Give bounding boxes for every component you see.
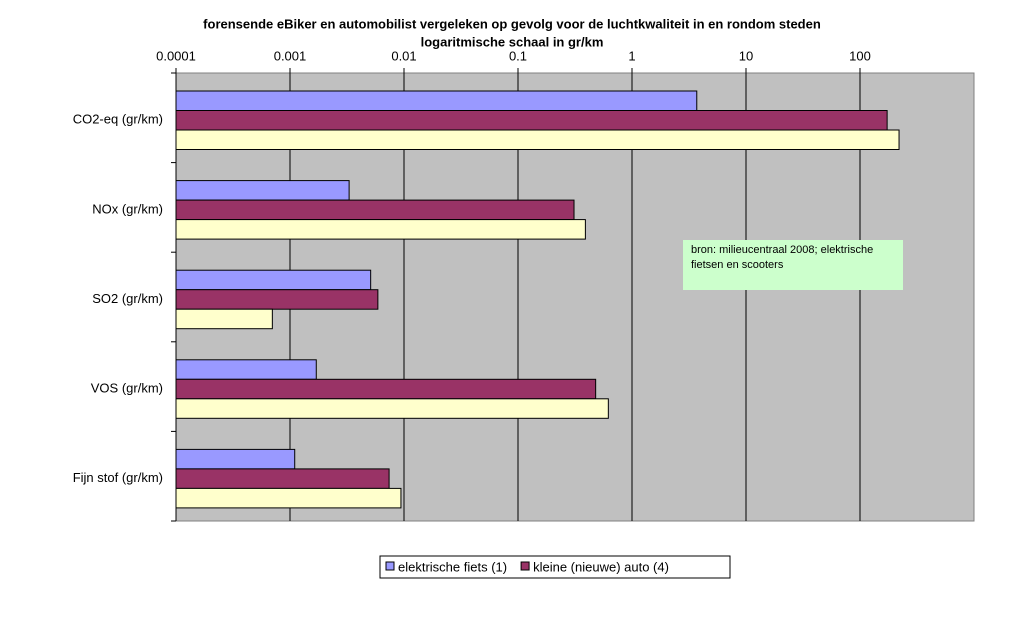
bar	[175, 308, 273, 330]
bar	[175, 199, 575, 221]
y-tick-label: NOx (gr/km)	[92, 201, 163, 216]
x-tick-label: 0.001	[274, 48, 307, 63]
x-axis-label: logaritmische schaal in gr/km	[421, 34, 604, 49]
bar	[175, 219, 586, 240]
bar	[175, 110, 888, 131]
bar	[175, 398, 609, 419]
bar	[175, 378, 597, 400]
legend	[379, 555, 731, 579]
bar	[175, 487, 402, 509]
legend-swatch	[520, 561, 530, 571]
y-tick-label: Fijn stof (gr/km)	[73, 470, 163, 485]
annotation-text: bron: milieucentraal 2008; elektrische f…	[683, 240, 903, 290]
legend-swatch	[385, 561, 395, 571]
bar	[175, 448, 296, 470]
bar	[175, 269, 372, 291]
legend-label: elektrische fiets (1)	[398, 559, 507, 574]
y-tick-label: CO2-eq (gr/km)	[73, 112, 163, 127]
legend-label: kleine (nieuwe) auto (4)	[533, 559, 669, 574]
x-tick-label: 1	[628, 48, 635, 63]
bar	[175, 129, 900, 150]
x-tick-label: 0.0001	[156, 48, 196, 63]
bar	[175, 359, 317, 380]
x-tick-label: 0.1	[509, 48, 527, 63]
bar	[175, 289, 379, 310]
bar	[175, 180, 350, 201]
x-tick-label: 100	[849, 48, 871, 63]
y-tick-label: SO2 (gr/km)	[92, 291, 163, 306]
annotation: bron: milieucentraal 2008; elektrische f…	[683, 240, 903, 290]
bar	[175, 468, 390, 489]
x-tick-label: 10	[739, 48, 753, 63]
y-tick-label: VOS (gr/km)	[91, 380, 163, 395]
bar	[175, 90, 698, 111]
x-tick-label: 0.01	[391, 48, 416, 63]
chart-title: forensende eBiker en automobilist vergel…	[203, 16, 821, 31]
